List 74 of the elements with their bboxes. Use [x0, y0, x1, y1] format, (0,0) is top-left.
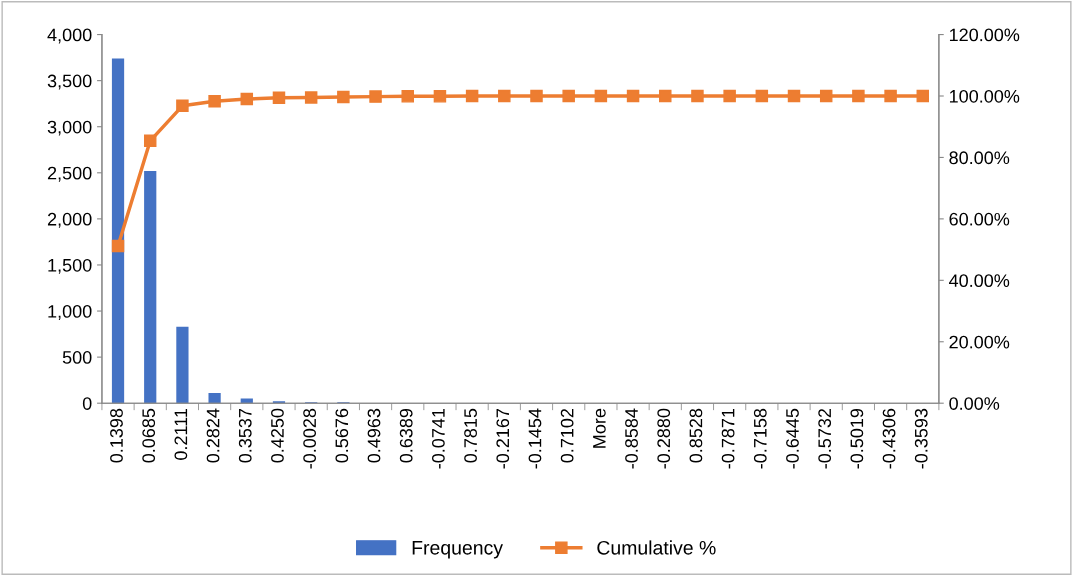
- x-tick-label: -0.5019: [850, 408, 864, 469]
- x-tick-label: 0.2111: [174, 408, 188, 460]
- point: [272, 91, 286, 105]
- y-tick-label: 3,500: [47, 74, 92, 90]
- point: [691, 89, 704, 103]
- point: [755, 89, 769, 103]
- y2-tick-label: 0.00%: [949, 397, 1000, 410]
- point: [819, 89, 833, 103]
- point: [369, 90, 382, 103]
- x-tick-label: 0.4250: [271, 408, 284, 463]
- point: [111, 239, 125, 253]
- y-tick-label: 0: [82, 397, 92, 410]
- point: [659, 89, 672, 103]
- y2-tick-label: 100.00%: [949, 89, 1020, 103]
- x-tick-label: 0.2824: [206, 408, 220, 463]
- bar: [208, 393, 221, 404]
- y-tick-label: 2,500: [47, 166, 92, 182]
- point: [787, 89, 801, 103]
- x-tick-label: 0.7102: [560, 408, 574, 463]
- point: [304, 91, 318, 104]
- x-tick-label: -0.2880: [657, 408, 671, 469]
- point: [337, 90, 350, 104]
- x-tick-label: 0.6389: [399, 408, 413, 463]
- y-tick-label: 1,000: [48, 304, 92, 320]
- point: [143, 134, 157, 148]
- point: [240, 92, 254, 106]
- y-tick-label: 3,000: [47, 120, 92, 136]
- x-tick-label: -0.0741: [431, 408, 445, 469]
- point: [208, 94, 221, 108]
- y2-tick-label: 60.00%: [949, 212, 1010, 226]
- point: [884, 89, 897, 103]
- point: [433, 90, 447, 103]
- point: [594, 89, 608, 103]
- x-tick-label: -0.7871: [721, 408, 735, 469]
- x-tick-label: 0.8528: [689, 408, 703, 463]
- x-tick-label: 0.4963: [367, 408, 381, 463]
- point: [401, 90, 414, 103]
- y2-tick-label: 80.00%: [949, 151, 1010, 165]
- y-tick-label: 500: [62, 351, 92, 364]
- point: [498, 89, 511, 103]
- bar: [144, 170, 157, 404]
- x-tick-label: -0.2167: [496, 408, 510, 469]
- point: [562, 89, 575, 103]
- x-tick-label: More: [593, 408, 606, 448]
- y-tick-label: 1,500: [48, 258, 92, 274]
- x-tick-label: -0.0028: [303, 408, 317, 469]
- bar: [176, 326, 189, 404]
- x-tick-label: -0.8584: [625, 408, 638, 469]
- y2-tick-label: 120.00%: [949, 28, 1020, 42]
- x-tick-label: -0.3593: [914, 408, 928, 469]
- legend-label: Frequency: [412, 541, 503, 559]
- x-tick-label: 0.3537: [238, 408, 252, 463]
- x-tick-label: 0.1398: [110, 408, 123, 463]
- point: [852, 89, 865, 103]
- x-tick-label: 0.7815: [464, 408, 477, 463]
- point: [626, 89, 640, 103]
- point: [465, 89, 479, 103]
- x-tick-label: 0.0685: [142, 408, 156, 463]
- point: [723, 89, 736, 103]
- x-tick-label: -0.7158: [753, 408, 767, 469]
- x-tick-label: -0.4306: [882, 408, 896, 469]
- point: [530, 89, 543, 103]
- x-tick-label: -0.5732: [818, 408, 832, 469]
- point: [916, 89, 930, 103]
- bar: [111, 58, 125, 404]
- x-tick-label: -0.1454: [528, 408, 542, 469]
- x-tick-label: 0.5676: [335, 408, 349, 463]
- y2-tick-label: 40.00%: [949, 274, 1010, 288]
- legend-label: Cumulative %: [597, 540, 716, 555]
- y-tick-label: 4,000: [47, 28, 92, 44]
- y-tick-label: 2,000: [47, 212, 92, 228]
- point: [176, 99, 189, 113]
- y2-tick-label: 20.00%: [949, 335, 1010, 349]
- x-tick-label: -0.6445: [786, 408, 799, 469]
